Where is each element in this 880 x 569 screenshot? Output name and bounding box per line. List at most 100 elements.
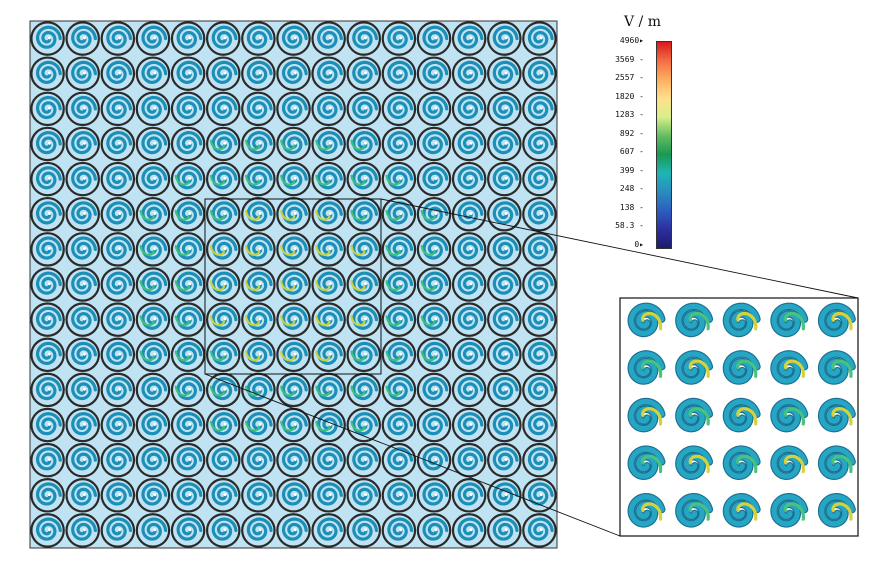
spiral-center [434,528,438,532]
inset-unit-cell [770,445,809,480]
unit-cell-ring [451,478,487,513]
unit-cell-ring [135,442,171,478]
spiral-resonator [317,25,343,49]
spiral-center [364,387,368,391]
spiral-center [539,212,543,216]
unit-cell-ring [135,196,171,232]
spiral-resonator [527,341,554,366]
spiral-center [258,422,262,426]
unit-cell [416,21,452,56]
inset-spiral-resonator [676,446,712,479]
unit-cell-ring [522,267,557,302]
unit-cell-ring [135,513,171,548]
spiral-center [258,493,262,497]
unit-cell [205,337,241,373]
spiral-center [364,247,368,251]
inset-field-hotspot [783,454,805,474]
spiral-center [399,422,403,426]
spiral-center [364,71,368,75]
unit-cell [487,21,522,56]
spiral-resonator [141,377,168,401]
spiral-resonator [457,166,484,190]
spiral-center [328,176,332,180]
field-hotspot [420,245,436,256]
unit-cell [135,513,171,548]
spiral-resonator [352,95,379,120]
spiral-center [258,212,262,216]
unit-cell-ring [416,196,452,232]
field-hotspot [245,245,261,256]
spiral-resonator [211,377,238,401]
unit-cell [487,442,522,478]
spiral-center [539,352,543,356]
unit-cell [522,161,557,197]
spiral-center [328,71,332,75]
field-hotspot [350,174,366,186]
inset-unit-cell [627,350,666,385]
spiral-resonator [492,306,519,330]
unit-cell-ring [346,302,382,337]
spiral-resonator [492,517,519,541]
spiral-resonator [71,236,97,260]
spiral-center [399,176,403,180]
unit-cell-ring [346,232,382,267]
spiral-center [82,176,86,180]
unit-cell-ring [65,267,100,302]
spiral-center [47,387,51,391]
spiral-resonator [176,131,203,155]
spiral-resonator [281,25,308,49]
unit-cell [100,196,136,232]
unit-cell-ring [451,513,487,548]
unit-cell-ring [487,161,522,197]
spiral-center [118,422,122,426]
unit-cell-ring [381,372,417,408]
spiral-center [118,457,122,461]
spiral-resonator [246,25,273,49]
unit-cell [416,513,452,548]
spiral-resonator [71,306,97,330]
inset-field-hotspot [736,407,758,426]
spiral-resonator [211,95,238,120]
unit-cell-ring [30,56,65,91]
unit-cell [381,337,417,373]
unit-cell-ring [30,407,65,443]
spiral-resonator [387,201,414,225]
unit-cell-ring [241,232,276,267]
spiral-resonator [422,95,449,120]
spiral-resonator [317,271,343,295]
unit-cell [170,21,206,56]
unit-cell-ring [522,161,557,197]
unit-cell-ring [100,478,136,513]
spiral-resonator [492,271,519,295]
inset-unit-cell [817,350,856,385]
unit-cell [487,513,522,548]
inset-unit-cell [770,350,809,385]
unit-cell-ring [381,478,417,513]
unit-cell-ring [487,91,522,127]
spiral-resonator [176,25,203,49]
unit-cell-ring [381,196,417,232]
spiral-center [188,106,192,110]
unit-cell-ring [241,161,276,197]
spiral-center [328,352,332,356]
spiral-resonator [317,236,343,260]
spiral-resonator [527,482,554,506]
spiral-center [258,528,262,532]
inset-field-hotspot [736,311,758,331]
spiral-resonator [457,25,484,49]
spiral-center [258,247,262,251]
spiral-resonator [422,377,449,401]
colorbar-tick-label: 248 - [619,184,644,194]
unit-cell [416,442,452,478]
unit-cell-ring [311,337,346,373]
inset-unit-cell [817,492,856,528]
field-hotspot [385,209,401,221]
unit-cell-ring [135,478,171,513]
unit-cell-ring [346,478,382,513]
field-hotspot [280,174,296,186]
unit-cell [100,161,136,197]
spiral-center [434,352,438,356]
spiral-resonator [387,482,414,506]
field-hotspot [350,280,366,292]
metasurface-array [29,20,558,549]
